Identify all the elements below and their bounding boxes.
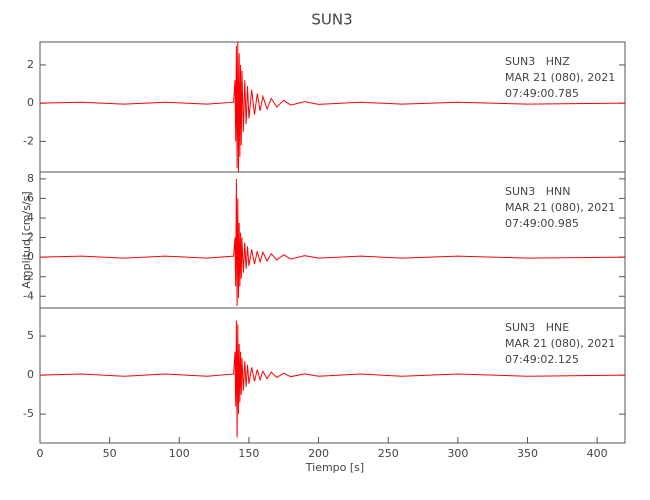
annotation: 07:49:00.785 — [505, 87, 579, 100]
y-axis-label: Amplitud [cm/s/s] — [20, 191, 33, 288]
y-tick-label: 0 — [27, 368, 34, 381]
x-tick-label: 300 — [447, 447, 468, 460]
annotation: MAR 21 (080), 2021 — [505, 337, 615, 350]
y-tick-label: 6 — [27, 191, 34, 204]
x-tick-label: 400 — [587, 447, 608, 460]
x-tick-label: 100 — [169, 447, 190, 460]
x-tick-label: 0 — [37, 447, 44, 460]
x-tick-label: 350 — [517, 447, 538, 460]
x-tick-label: 200 — [308, 447, 329, 460]
annotation: 07:49:02.125 — [505, 353, 579, 366]
y-tick-label: 2 — [27, 231, 34, 244]
annotation: SUN3 HNE — [505, 321, 569, 334]
y-tick-label: 8 — [27, 172, 34, 185]
y-tick-label: 0 — [27, 250, 34, 263]
annotation: MAR 21 (080), 2021 — [505, 71, 615, 84]
y-tick-label: 4 — [27, 211, 34, 224]
annotation: MAR 21 (080), 2021 — [505, 201, 615, 214]
x-tick-label: 150 — [238, 447, 259, 460]
x-tick-label: 50 — [103, 447, 117, 460]
y-tick-label: -4 — [23, 289, 34, 302]
y-tick-label: 2 — [27, 58, 34, 71]
chart-title: SUN3 — [311, 11, 352, 29]
annotation: SUN3 HNZ — [505, 55, 570, 68]
y-tick-label: 0 — [27, 96, 34, 109]
trace — [39, 178, 626, 307]
y-tick-label: -2 — [23, 134, 34, 147]
trace — [39, 41, 626, 173]
x-axis-label: Tiempo [s] — [305, 461, 364, 474]
y-tick-label: 5 — [27, 329, 34, 342]
trace — [39, 320, 626, 438]
y-tick-label: -2 — [23, 270, 34, 283]
x-tick-label: 250 — [378, 447, 399, 460]
y-tick-label: -5 — [23, 407, 34, 420]
annotation: 07:49:00.985 — [505, 217, 579, 230]
annotation: SUN3 HNN — [505, 185, 570, 198]
